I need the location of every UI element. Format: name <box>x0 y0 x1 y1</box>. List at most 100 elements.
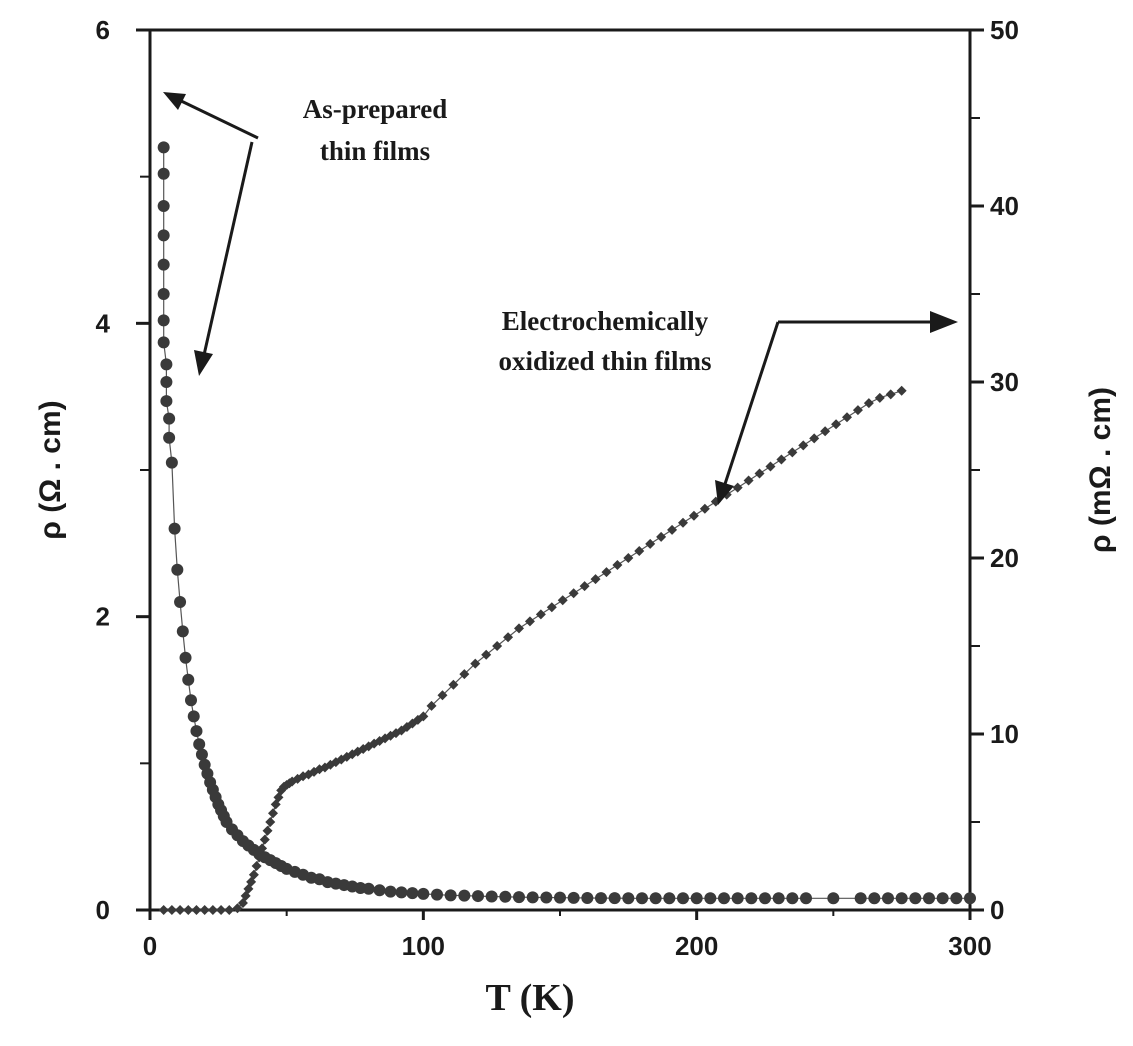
data-point <box>852 405 863 416</box>
data-point <box>262 825 273 836</box>
data-point <box>645 538 656 549</box>
data-point <box>268 808 278 819</box>
data-point <box>182 673 195 686</box>
data-point <box>418 711 429 722</box>
data-point <box>417 887 430 900</box>
left-y-tick-label: 4 <box>96 308 111 338</box>
data-point <box>765 461 776 472</box>
data-point <box>863 398 874 409</box>
data-point <box>185 694 197 707</box>
data-point <box>251 861 262 871</box>
data-point <box>786 892 799 905</box>
data-point <box>882 892 894 905</box>
data-point <box>448 679 459 690</box>
data-point <box>699 503 710 514</box>
data-point <box>458 889 471 902</box>
data-point <box>831 419 842 430</box>
data-point <box>257 843 268 854</box>
data-point <box>157 200 170 212</box>
data-point <box>622 892 635 905</box>
data-point <box>718 892 730 905</box>
data-point <box>157 336 170 349</box>
annotation-oxidized-line-2: oxidized thin films <box>498 346 711 376</box>
data-point <box>470 658 481 669</box>
data-point <box>745 892 758 905</box>
data-point <box>754 468 765 479</box>
data-point <box>499 890 512 903</box>
data-point <box>406 887 419 900</box>
left-y-axis-title: ρ (Ω . cm) <box>34 400 67 539</box>
data-point <box>216 905 227 915</box>
data-point <box>373 884 386 897</box>
data-point <box>191 905 202 915</box>
annotation-oxidized-arrowhead-1 <box>930 311 958 333</box>
data-point <box>690 892 703 905</box>
data-point <box>567 891 580 904</box>
data-point <box>678 517 688 528</box>
data-point <box>426 700 437 711</box>
data-point <box>384 885 397 898</box>
data-point <box>503 632 514 643</box>
data-point <box>195 748 208 761</box>
data-point <box>540 891 553 904</box>
data-point <box>259 834 270 845</box>
data-point <box>581 891 594 904</box>
data-point <box>663 892 676 905</box>
data-point <box>688 510 699 521</box>
data-point <box>677 892 689 905</box>
data-point <box>649 892 662 905</box>
data-point <box>601 567 612 578</box>
annotation-oxidized-line-1: Electrochemically <box>502 306 709 336</box>
data-point <box>909 892 922 905</box>
left-y-tick-label: 2 <box>96 602 110 632</box>
data-point <box>827 892 840 905</box>
data-point <box>820 426 831 437</box>
data-point <box>842 412 852 423</box>
data-point <box>174 596 187 608</box>
right-y-tick-label: 30 <box>990 367 1019 397</box>
data-point <box>568 588 579 599</box>
annotation-as-prepared-arrow-2 <box>202 141 254 356</box>
data-point <box>157 314 170 327</box>
data-point <box>171 563 184 576</box>
data-point <box>554 891 566 904</box>
data-point <box>759 892 771 905</box>
x-tick-label: 300 <box>948 931 991 961</box>
data-point <box>743 475 754 486</box>
data-point <box>874 392 885 403</box>
series-lines <box>163 147 970 911</box>
right-y-tick-label: 40 <box>990 191 1019 221</box>
right-y-tick-label: 10 <box>990 719 1019 749</box>
annotation-as-prepared-arrow-1 <box>174 96 259 140</box>
data-point <box>179 651 192 664</box>
series-line-1 <box>163 390 902 911</box>
data-point <box>199 905 210 915</box>
right-y-tick-label: 50 <box>990 15 1019 45</box>
annotation-as-prepared-arrowhead-1 <box>163 92 186 110</box>
data-point <box>157 229 170 242</box>
data-point <box>248 869 259 880</box>
data-point <box>579 581 590 592</box>
annotation-oxidized-arrow-2 <box>723 321 780 485</box>
data-point <box>175 905 186 915</box>
data-point <box>895 892 908 905</box>
left-y-tick-label: 0 <box>96 895 110 925</box>
plot-frame <box>148 28 972 912</box>
right-y-axis-title: ρ (mΩ . cm) <box>1084 387 1117 553</box>
data-point <box>160 395 173 408</box>
data-point <box>776 454 787 465</box>
axis-ticks <box>136 28 984 920</box>
data-point <box>437 690 448 701</box>
data-point <box>157 141 170 154</box>
right-y-tick-label: 20 <box>990 543 1019 573</box>
data-point <box>254 852 265 863</box>
data-point <box>868 892 881 905</box>
data-point <box>526 891 539 904</box>
annotation-as-prepared-arrowhead-2 <box>194 350 213 376</box>
data-point <box>481 649 492 660</box>
data-point <box>176 625 189 638</box>
data-point <box>923 892 935 905</box>
data-point <box>787 447 798 458</box>
data-point <box>224 905 235 915</box>
data-point <box>557 595 568 606</box>
